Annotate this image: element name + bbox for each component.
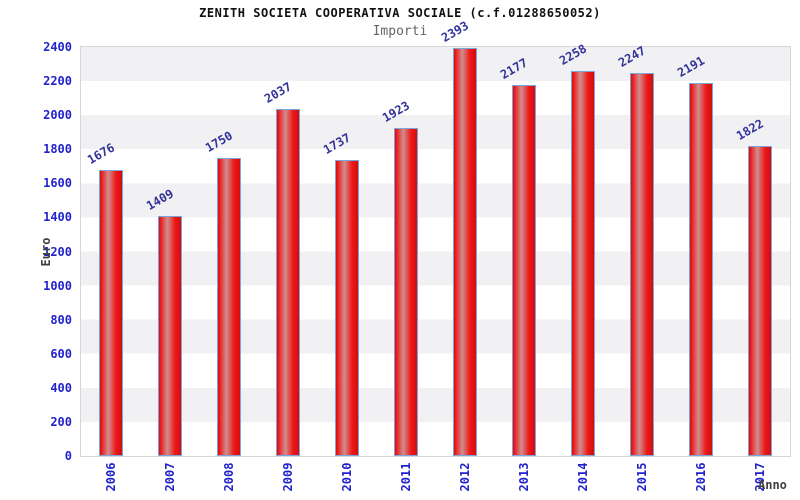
x-tick-label: 2015: [635, 462, 650, 492]
y-tick-label: 1000: [43, 278, 72, 293]
chart-subtitle: Importi: [372, 24, 428, 39]
y-tick-label: 800: [50, 312, 72, 327]
y-tick-label: 1800: [43, 142, 72, 157]
bar-value-label: 2393: [439, 18, 472, 46]
y-tick-label: 1600: [43, 176, 72, 191]
bar: [157, 215, 182, 456]
y-tick-label: 2400: [43, 40, 72, 54]
x-tick-label: 2010: [339, 462, 354, 492]
bar: [334, 159, 359, 456]
x-tick-label: 2006: [103, 462, 118, 492]
y-tick-label: 400: [50, 380, 72, 395]
plot-area: [80, 46, 791, 457]
chart-title: ZENITH SOCIETA COOPERATIVA SOCIALE (c.f.…: [199, 6, 601, 20]
x-tick-label: 2011: [398, 462, 413, 492]
x-tick-label: 2013: [517, 462, 532, 492]
x-tick-label: 2007: [162, 462, 177, 492]
y-tick-label: 2200: [43, 74, 72, 89]
x-tick-label: 2016: [694, 462, 709, 492]
bar: [275, 108, 300, 456]
bar: [689, 82, 714, 456]
y-tick-label: 2000: [43, 108, 72, 123]
y-tick-label: 0: [64, 449, 72, 463]
y-tick-label: 600: [50, 346, 72, 361]
y-tick-label: 1200: [43, 244, 72, 259]
bar: [453, 48, 478, 456]
x-axis-label: Anno: [758, 478, 787, 492]
bar: [512, 85, 537, 456]
bar: [630, 73, 655, 456]
bar: [98, 170, 123, 456]
y-axis-label: Euro: [39, 237, 53, 267]
x-tick-label: 2009: [280, 462, 295, 492]
bar: [393, 128, 418, 456]
x-tick-label: 2014: [576, 462, 591, 492]
y-tick-label: 200: [50, 414, 72, 429]
x-tick-label: 2008: [221, 462, 236, 492]
bar: [571, 71, 596, 456]
bar: [216, 157, 241, 456]
bar: [748, 145, 773, 456]
x-tick-label: 2012: [458, 462, 473, 492]
y-tick-label: 1400: [43, 210, 72, 225]
